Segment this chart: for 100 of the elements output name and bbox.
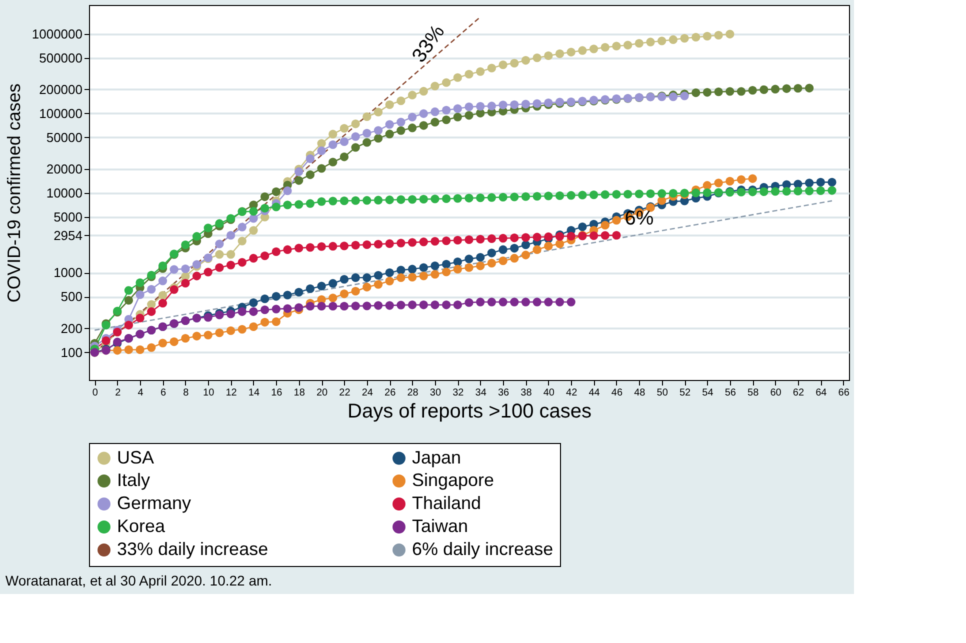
point: [147, 307, 156, 316]
point: [226, 260, 236, 270]
point: [192, 332, 202, 340]
point: [374, 240, 383, 249]
point: [600, 43, 610, 52]
point: [249, 322, 258, 332]
x-tick-label: 32: [452, 388, 464, 398]
y-axis-title: COVID-19 confirmed cases: [4, 83, 24, 303]
point: [714, 178, 723, 188]
point: [204, 268, 212, 276]
point: [226, 231, 236, 240]
x-tick-label: 18: [294, 388, 306, 398]
point: [408, 272, 417, 282]
point: [147, 284, 156, 294]
point: [408, 300, 417, 310]
point: [498, 100, 508, 110]
point: [532, 298, 542, 306]
point: [726, 30, 734, 38]
point: [612, 42, 621, 50]
y-tick-label: 10000: [46, 186, 82, 201]
point: [226, 326, 236, 336]
point: [283, 186, 292, 196]
point: [226, 250, 236, 259]
point: [748, 174, 757, 183]
point: [430, 237, 440, 246]
point: [566, 232, 576, 240]
point: [430, 300, 440, 310]
y-tick-label: 20000: [46, 162, 82, 177]
x-tick-label: 54: [702, 388, 714, 398]
point: [464, 235, 474, 244]
point: [249, 214, 258, 223]
point: [476, 67, 485, 76]
point: [136, 314, 144, 322]
x-tick-label: 64: [816, 388, 828, 398]
point: [419, 300, 428, 310]
point: [294, 244, 304, 252]
point: [170, 337, 178, 346]
x-tick-label: 2: [115, 388, 122, 398]
legend-label: USA: [117, 447, 154, 468]
point: [147, 300, 156, 309]
point: [215, 263, 224, 272]
point: [453, 236, 462, 245]
x-tick-label: 30: [430, 388, 442, 398]
point: [566, 298, 576, 306]
point: [272, 304, 280, 314]
x-tick-label: 12: [226, 388, 238, 398]
point: [442, 236, 451, 246]
point: [340, 290, 349, 298]
point: [362, 302, 372, 310]
point: [464, 298, 474, 307]
point: [238, 258, 246, 267]
point: [453, 264, 462, 274]
x-tick-label: 28: [407, 388, 419, 398]
point: [351, 120, 360, 128]
point: [136, 290, 144, 300]
x-tick-label: 16: [271, 388, 283, 398]
point: [430, 82, 440, 90]
point: [498, 256, 508, 266]
y-tick-label: 100: [60, 344, 82, 360]
point: [385, 100, 394, 109]
point: [317, 139, 326, 148]
point: [158, 276, 168, 286]
point: [510, 100, 519, 109]
point: [340, 242, 349, 250]
point: [487, 64, 496, 72]
point: [544, 298, 553, 306]
point: [464, 102, 474, 112]
point: [532, 245, 542, 254]
point: [294, 167, 304, 176]
x-tick-label: 42: [566, 388, 578, 398]
point: [658, 36, 666, 46]
point: [249, 307, 258, 316]
point: [283, 245, 292, 254]
legend-label: 6% daily increase: [412, 539, 554, 559]
text: Woratanarat, et al 30 April 2020. 10.22 am.: [5, 572, 272, 588]
point: [521, 233, 530, 242]
point: [328, 294, 338, 302]
point: [249, 226, 258, 235]
point: [317, 146, 326, 156]
legend-label: Italy: [117, 470, 150, 490]
x-tick-label: 66: [838, 388, 850, 398]
point: [260, 318, 270, 327]
point: [408, 90, 417, 100]
point: [521, 250, 530, 260]
point: [498, 234, 508, 243]
x-tick-label: 14: [248, 388, 260, 398]
point: [396, 118, 406, 126]
point: [396, 238, 406, 248]
y-tick-label: 500: [60, 289, 82, 304]
point: [158, 298, 168, 308]
point: [340, 124, 349, 133]
point: [589, 231, 598, 240]
point: [589, 44, 598, 54]
point: [419, 272, 428, 280]
y-tick-label: 200000: [39, 82, 82, 97]
point: [668, 35, 678, 44]
point: [351, 240, 360, 250]
x-tick-label: 52: [679, 388, 692, 398]
x-tick-label: 58: [748, 388, 760, 398]
point: [555, 298, 564, 306]
